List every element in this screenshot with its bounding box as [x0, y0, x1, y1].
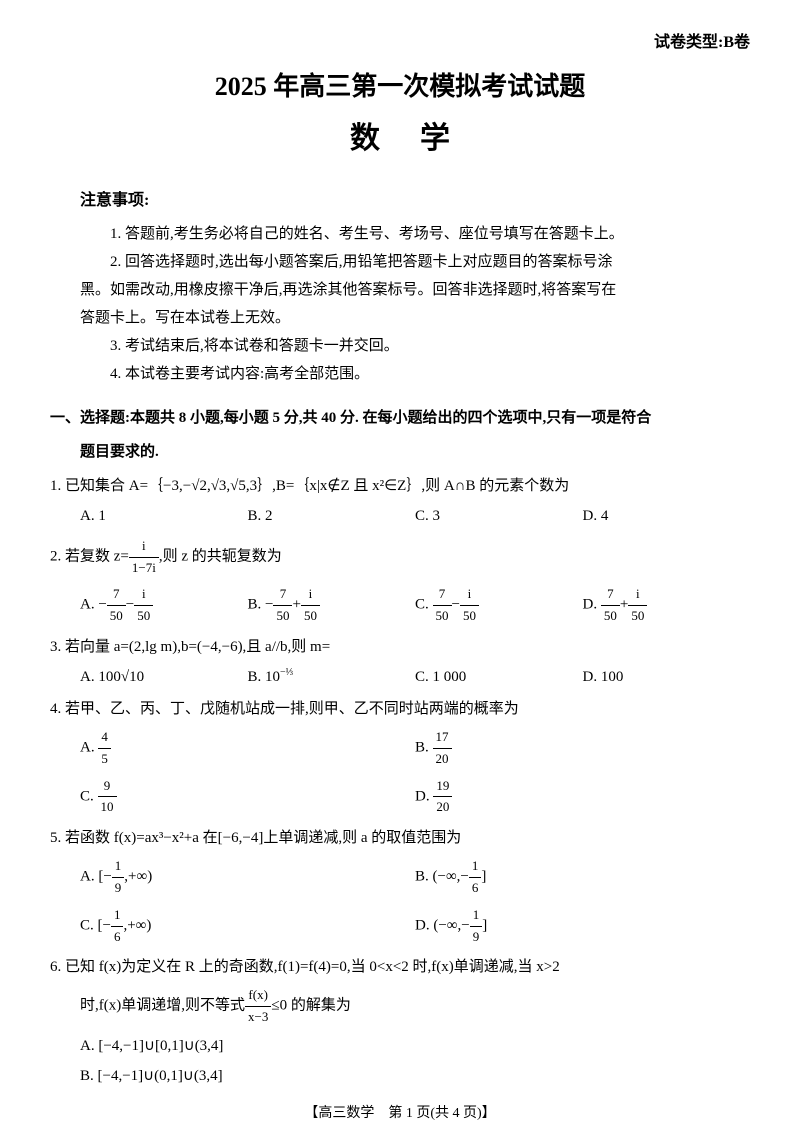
q5-options-row2: C. [−16,+∞) D. (−∞,−19]: [50, 905, 750, 948]
notice-item-4: 4. 本试卷主要考试内容:高考全部范围。: [50, 362, 750, 386]
q4-option-b: B. 1720: [415, 727, 750, 770]
q4-text: 4. 若甲、乙、丙、丁、戊随机站成一排,则甲、乙不同时站两端的概率为: [50, 697, 750, 721]
q3-options: A. 100√10 B. 10−⅓ C. 1 000 D. 100: [50, 665, 750, 689]
notice-item-2-cont2: 答题卡上。写在本试卷上无效。: [50, 306, 750, 330]
notice-heading: 注意事项:: [50, 188, 750, 214]
exam-type-label: 试卷类型:B卷: [50, 30, 750, 56]
exam-title: 2025 年高三第一次模拟考试试题: [50, 66, 750, 108]
q2-suffix: ,则 z 的共轭复数为: [159, 549, 282, 565]
q5-option-b: B. (−∞,−16]: [415, 856, 750, 899]
question-4: 4. 若甲、乙、丙、丁、戊随机站成一排,则甲、乙不同时站两端的概率为 A. 45…: [50, 697, 750, 818]
q2-options: A. −750−i50 B. −750+i50 C. 750−i50 D. 75…: [50, 584, 750, 627]
q3-option-c: C. 1 000: [415, 665, 583, 689]
q3-option-a: A. 100√10: [80, 665, 248, 689]
notice-item-2: 2. 回答选择题时,选出每小题答案后,用铅笔把答题卡上对应题目的答案标号涂: [50, 250, 750, 274]
q3-option-b: B. 10−⅓: [248, 665, 416, 689]
q1-option-d: D. 4: [583, 504, 751, 528]
q6-text-line1: 6. 已知 f(x)为定义在 R 上的奇函数,f(1)=f(4)=0,当 0<x…: [50, 955, 750, 979]
q1-option-b: B. 2: [248, 504, 416, 528]
q5-option-c: C. [−16,+∞): [80, 905, 415, 948]
q4-option-a: A. 45: [80, 727, 415, 770]
q5-option-d: D. (−∞,−19]: [415, 905, 750, 948]
q3-text: 3. 若向量 a=(2,lg m),b=(−4,−6),且 a//b,则 m=: [50, 635, 750, 659]
page-footer: 【高三数学 第 1 页(共 4 页)】: [50, 1103, 750, 1125]
q1-option-a: A. 1: [80, 504, 248, 528]
q6-option-a: A. [−4,−1]∪[0,1]∪(3,4]: [50, 1034, 750, 1058]
q2-text: 2. 若复数 z=i1−7i,则 z 的共轭复数为: [50, 536, 750, 579]
q4-option-c: C. 910: [80, 776, 415, 819]
notice-item-3: 3. 考试结束后,将本试卷和答题卡一并交回。: [50, 334, 750, 358]
question-6: 6. 已知 f(x)为定义在 R 上的奇函数,f(1)=f(4)=0,当 0<x…: [50, 955, 750, 1088]
q6-option-b: B. [−4,−1]∪(0,1]∪(3,4]: [50, 1064, 750, 1088]
q2-option-d: D. 750+i50: [583, 584, 751, 627]
q2-option-a: A. −750−i50: [80, 584, 248, 627]
question-3: 3. 若向量 a=(2,lg m),b=(−4,−6),且 a//b,则 m= …: [50, 635, 750, 689]
q3-option-d: D. 100: [583, 665, 751, 689]
q2-prefix: 2. 若复数 z=: [50, 549, 129, 565]
q6-text-line2: 时,f(x)单调递增,则不等式f(x)x−3≤0 的解集为: [50, 985, 750, 1028]
notice-item-2-cont: 黑。如需改动,用橡皮擦干净后,再选涂其他答案标号。回答非选择题时,将答案写在: [50, 278, 750, 302]
q2-fraction: i1−7i: [129, 536, 159, 579]
question-5: 5. 若函数 f(x)=ax³−x²+a 在[−6,−4]上单调递减,则 a 的…: [50, 826, 750, 947]
q1-option-c: C. 3: [415, 504, 583, 528]
q1-text: 1. 已知集合 A=｛−3,−√2,√3,√5,3｝,B=｛x|x∉Z 且 x²…: [50, 474, 750, 498]
question-1: 1. 已知集合 A=｛−3,−√2,√3,√5,3｝,B=｛x|x∉Z 且 x²…: [50, 474, 750, 528]
q1-options: A. 1 B. 2 C. 3 D. 4: [50, 504, 750, 528]
section-1-title: 一、选择题:本题共 8 小题,每小题 5 分,共 40 分. 在每小题给出的四个…: [50, 406, 750, 430]
q2-option-b: B. −750+i50: [248, 584, 416, 627]
q5-options-row1: A. [−19,+∞) B. (−∞,−16]: [50, 856, 750, 899]
subject-title: 数学: [50, 115, 750, 163]
section-1-title-cont: 题目要求的.: [50, 440, 750, 464]
q4-options-row1: A. 45 B. 1720: [50, 727, 750, 770]
question-2: 2. 若复数 z=i1−7i,则 z 的共轭复数为 A. −750−i50 B.…: [50, 536, 750, 627]
q5-text: 5. 若函数 f(x)=ax³−x²+a 在[−6,−4]上单调递减,则 a 的…: [50, 826, 750, 850]
q4-options-row2: C. 910 D. 1920: [50, 776, 750, 819]
notice-item-1: 1. 答题前,考生务必将自己的姓名、考生号、考场号、座位号填写在答题卡上。: [50, 222, 750, 246]
q2-option-c: C. 750−i50: [415, 584, 583, 627]
q4-option-d: D. 1920: [415, 776, 750, 819]
q5-option-a: A. [−19,+∞): [80, 856, 415, 899]
